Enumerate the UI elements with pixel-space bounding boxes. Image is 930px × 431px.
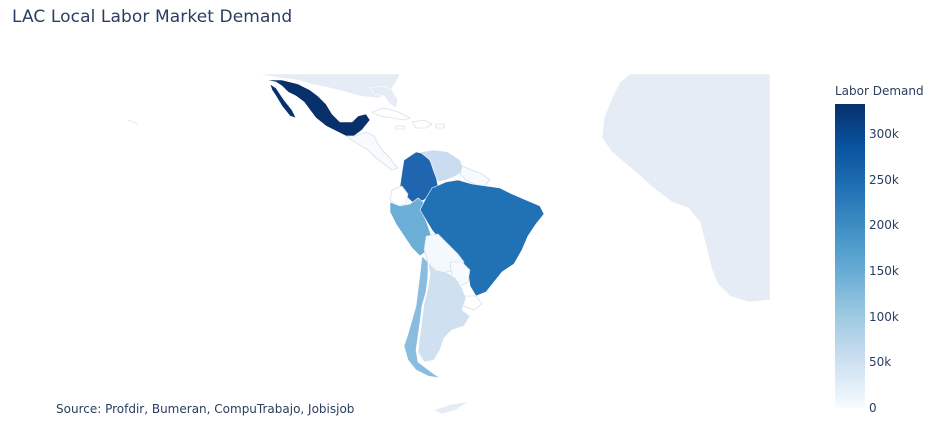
colorbar-tick-label: 250k bbox=[869, 172, 899, 187]
colorbar-tick-label: 300k bbox=[869, 127, 899, 142]
island-puerto-rico bbox=[435, 123, 445, 129]
country-argentina[interactable] bbox=[417, 261, 471, 363]
colorbar-tick-label: 0 bbox=[869, 401, 877, 415]
country-chile[interactable] bbox=[403, 255, 441, 379]
country-uruguay[interactable] bbox=[463, 295, 483, 311]
land-florida bbox=[369, 85, 399, 109]
chart-title: LAC Local Labor Market Demand bbox=[12, 7, 293, 27]
country-mexico-baja[interactable] bbox=[269, 83, 297, 119]
colorbar bbox=[835, 104, 865, 408]
colorbar-tick-label: 200k bbox=[869, 218, 899, 233]
source-note: Source: Profdir, Bumeran, CompuTrabajo, … bbox=[56, 402, 355, 416]
land-africa bbox=[601, 73, 771, 303]
colorbar-title: Labor Demand bbox=[835, 84, 924, 98]
island-hispaniola bbox=[411, 119, 433, 129]
country-venezuela[interactable] bbox=[419, 149, 465, 183]
country-ecuador[interactable] bbox=[389, 185, 409, 207]
region-central-america[interactable] bbox=[345, 131, 399, 171]
land-south-fragment bbox=[433, 401, 469, 415]
island-cuba bbox=[371, 107, 411, 121]
colorbar-tick-label: 50k bbox=[869, 355, 892, 370]
colorbar-tick-label: 100k bbox=[869, 309, 899, 324]
land-islet bbox=[127, 119, 139, 125]
colorbar-tick-label: 150k bbox=[869, 264, 899, 279]
land-north-america bbox=[257, 73, 401, 99]
island-jamaica bbox=[395, 125, 405, 130]
country-mexico[interactable] bbox=[265, 79, 371, 137]
